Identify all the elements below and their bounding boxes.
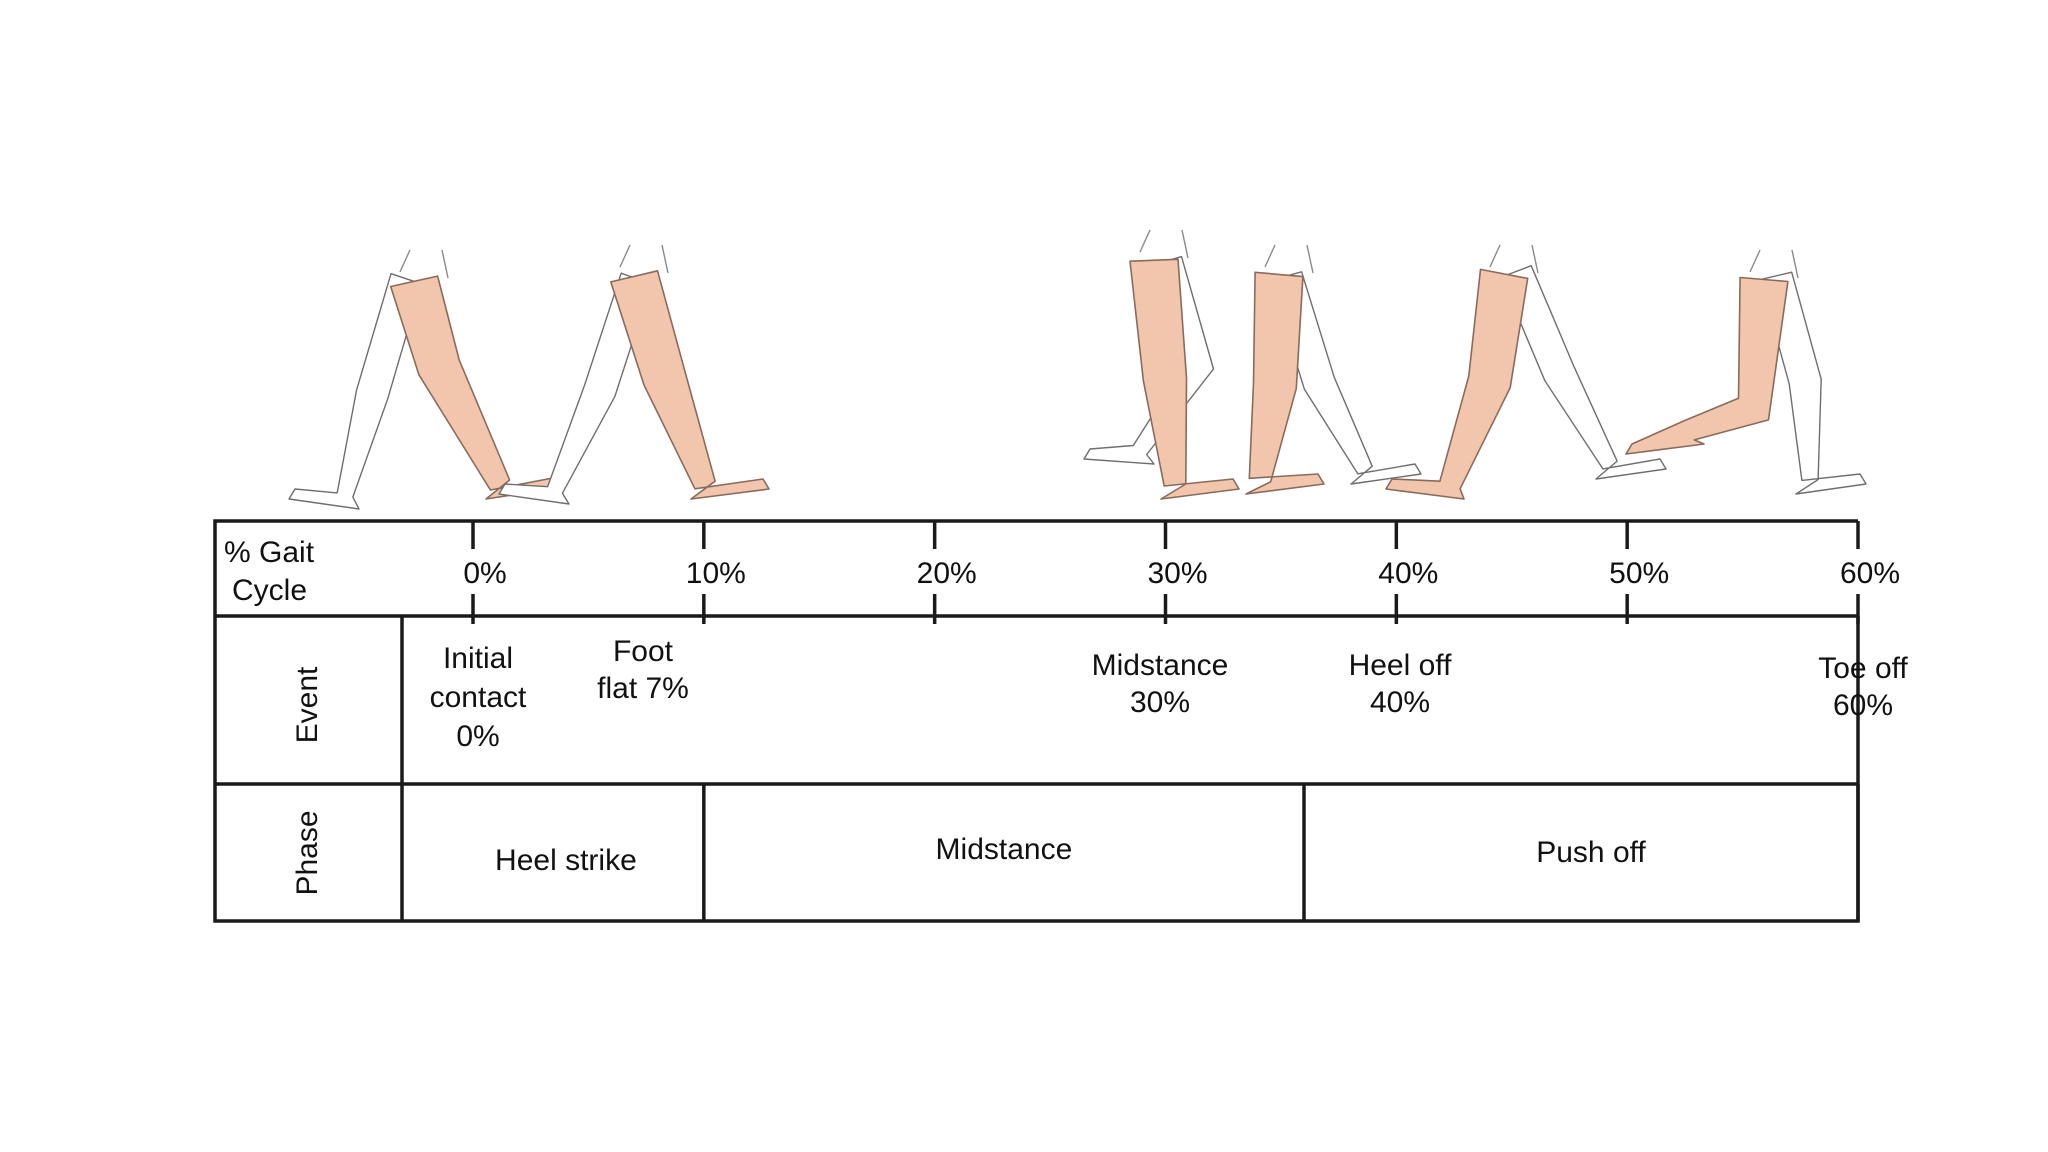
hip-line (1306, 244, 1314, 274)
row-label-event: Event (291, 666, 324, 743)
event-label-initial-contact: Initial contact 0% (430, 642, 527, 753)
event-label-line: Heel off (1349, 649, 1453, 682)
back-leg (1270, 271, 1422, 485)
event-label-line: 0% (456, 720, 499, 753)
hip-line (1749, 249, 1761, 273)
event-label-line: Midstance (1092, 649, 1229, 682)
row-label-phase: Phase (291, 810, 324, 895)
front-leg (610, 270, 770, 500)
tick-label: 50% (1609, 557, 1669, 590)
gait-labels: % Gait Cycle 0% 10% 20% 30% 40% 50% 60% Event Phas… (224, 536, 1908, 896)
tick-label: 40% (1378, 557, 1438, 590)
event-label-line: 40% (1370, 686, 1430, 719)
leg-figure-foot-flat (498, 244, 770, 505)
event-label-line: contact (430, 681, 527, 714)
event-label-line: 30% (1130, 686, 1190, 719)
phase-label-midstance: Midstance (936, 833, 1073, 866)
phase-label-heel-strike: Heel strike (495, 844, 637, 877)
tick-label: 20% (917, 557, 977, 590)
gait-cycle-header-label: % Gait Cycle (224, 536, 315, 607)
front-leg (1625, 276, 1789, 455)
leg-figure-initial-contact (288, 249, 565, 510)
back-leg (1500, 265, 1667, 480)
hip-line (399, 249, 411, 273)
event-label-line: Initial (443, 642, 513, 675)
hip-line (1531, 244, 1539, 274)
gait-cycle-header-line: Cycle (232, 574, 307, 607)
hip-line (661, 244, 669, 274)
hip-line (1489, 244, 1501, 268)
event-label-heel-off: Heel off 40% (1349, 649, 1453, 719)
tick-label: 30% (1147, 557, 1207, 590)
leg-figure-midstance-late (1245, 244, 1422, 495)
hip-line (1264, 244, 1276, 268)
hip-line (1791, 249, 1799, 279)
leg-figures (288, 229, 1867, 510)
leg-figure-midstance-early (1083, 229, 1240, 500)
back-leg (288, 273, 423, 510)
leg-figure-toe-off (1625, 249, 1867, 495)
event-label-midstance: Midstance 30% (1092, 649, 1229, 719)
front-leg (389, 275, 565, 500)
front-leg (1245, 271, 1325, 495)
event-label-line: flat 7% (597, 672, 689, 705)
event-label-toe-off: Toe off 60% (1818, 652, 1908, 722)
tick-label: 0% (463, 557, 506, 590)
back-leg (1759, 271, 1867, 495)
tick-label: 10% (686, 557, 746, 590)
front-leg (1129, 258, 1240, 500)
hip-line (619, 244, 631, 268)
event-label-line: Toe off (1818, 652, 1908, 685)
leg-figure-heel-off (1385, 244, 1667, 500)
hip-line (1139, 229, 1151, 253)
event-label-foot-flat: Foot flat 7% (597, 635, 689, 705)
event-label-line: Foot (613, 635, 674, 668)
gait-cycle-header-line: % Gait (224, 536, 315, 569)
tick-label: 60% (1840, 557, 1900, 590)
hip-line (441, 249, 449, 279)
hip-line (1181, 229, 1189, 259)
phase-label-push-off: Push off (1536, 836, 1646, 869)
front-leg (1385, 268, 1529, 500)
gait-table (213, 519, 1860, 923)
event-label-line: 60% (1833, 689, 1893, 722)
